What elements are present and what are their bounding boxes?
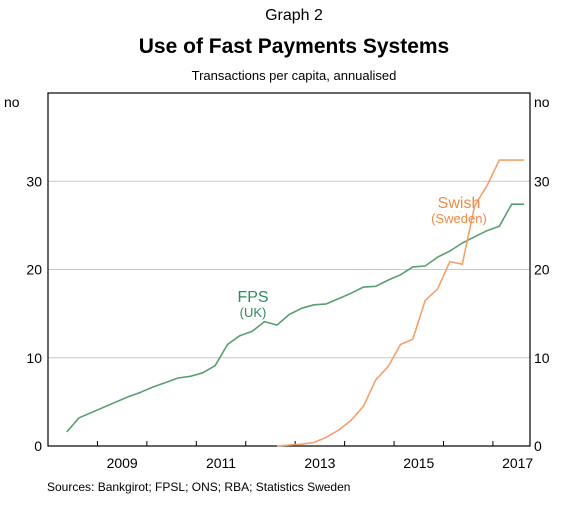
plot-frame (47, 92, 531, 447)
x-tick-label: 2013 (304, 455, 335, 471)
y-tick-label-left: 30 (26, 173, 42, 189)
series-lines (66, 159, 525, 447)
chart-subtitle: Transactions per capita, annualised (191, 68, 397, 83)
x-tick-label: 2015 (403, 455, 434, 471)
y-tick-label-right: 10 (534, 350, 550, 366)
y-axis: 0 0 10 10 20 20 30 30 (26, 173, 549, 454)
series-line-fps (66, 203, 525, 433)
y-tick-label-right: 20 (534, 262, 550, 278)
chart-supertitle: Graph 2 (265, 7, 323, 24)
x-tick-label: 2017 (502, 455, 533, 471)
y-tick-label-left: 0 (34, 438, 42, 454)
y-tick-label-right: 30 (534, 173, 550, 189)
y-tick-label-left: 20 (26, 262, 42, 278)
source-note: Sources: Bankgirot; FPSL; ONS; RBA; Stat… (47, 480, 351, 494)
x-tick-label: 2009 (107, 455, 138, 471)
y-tick-label-right: 0 (534, 438, 542, 454)
y-tick-label-left: 10 (26, 350, 42, 366)
x-axis: 2009 2011 2013 2015 2017 (47, 441, 533, 471)
series-sublabel-swish: (Sweden) (431, 211, 487, 226)
series-label-swish: Swish (438, 195, 481, 212)
y-axis-label-right: no (534, 94, 550, 110)
series-sublabel-fps: (UK) (240, 305, 267, 320)
x-tick-label: 2011 (206, 455, 236, 471)
y-axis-label-left: no (4, 94, 20, 110)
series-line-swish (276, 159, 525, 447)
gridlines (48, 180, 530, 359)
chart-title: Use of Fast Payments Systems (138, 35, 450, 58)
series-label-fps: FPS (237, 289, 268, 306)
